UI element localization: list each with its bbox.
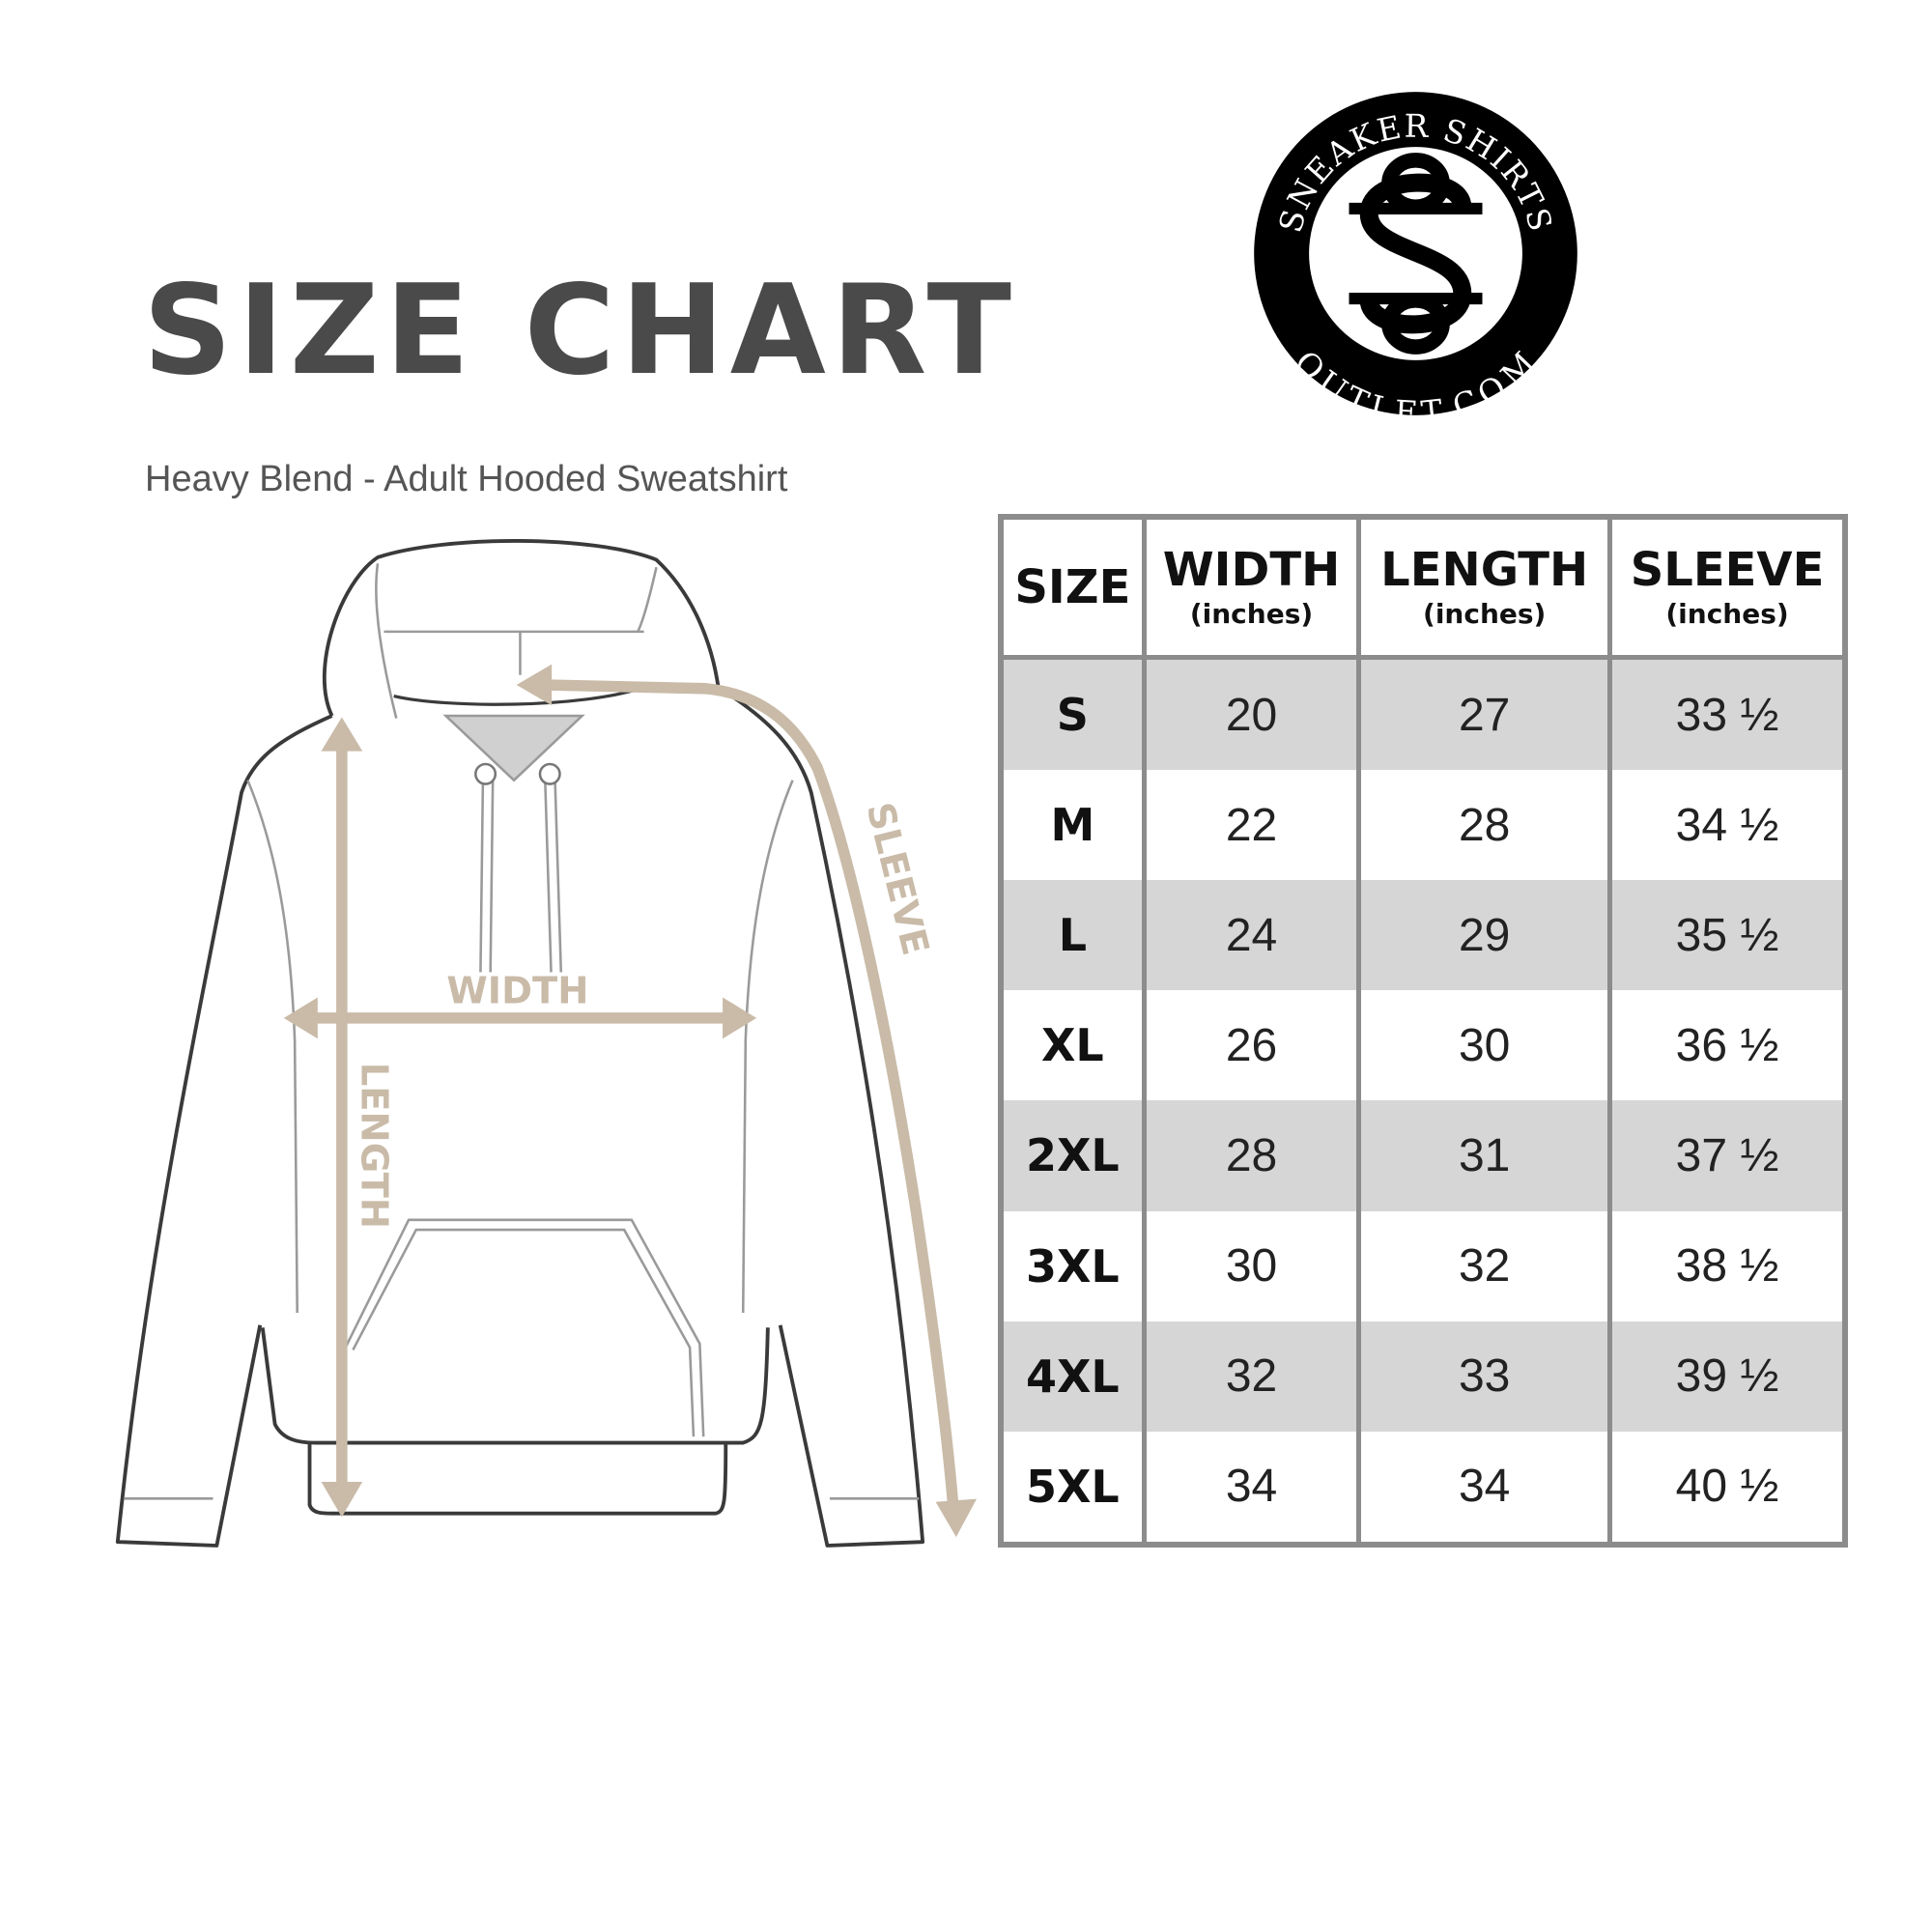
table-row: S 20 27 33 ½	[998, 657, 1848, 771]
header-width: WIDTH (inches)	[1141, 514, 1362, 660]
cell-length: 28	[1356, 770, 1613, 881]
cell-length: 32	[1356, 1210, 1613, 1321]
cell-sleeve: 35 ½	[1607, 880, 1848, 991]
cell-size: 3XL	[998, 1210, 1147, 1321]
table-row: L 24 29 35 ½	[998, 880, 1848, 991]
table-row: XL 26 30 36 ½	[998, 990, 1848, 1101]
header-length: LENGTH (inches)	[1356, 514, 1613, 660]
hoodie-outline	[115, 539, 925, 1548]
cell-sleeve: 39 ½	[1607, 1321, 1848, 1432]
width-label: WIDTH	[446, 969, 588, 1012]
cell-size: S	[998, 657, 1147, 771]
header-size: SIZE	[998, 514, 1147, 660]
table-row: 4XL 32 33 39 ½	[998, 1321, 1848, 1432]
cell-width: 24	[1141, 880, 1362, 991]
cell-length: 27	[1356, 657, 1613, 771]
table-row: 5XL 34 34 40 ½	[998, 1431, 1848, 1545]
cell-length: 29	[1356, 880, 1613, 991]
cell-size: 2XL	[998, 1100, 1147, 1211]
cell-sleeve: 40 ½	[1607, 1431, 1848, 1545]
cell-sleeve: 34 ½	[1607, 770, 1848, 881]
cell-length: 33	[1356, 1321, 1613, 1432]
header-sleeve: SLEEVE (inches)	[1607, 514, 1848, 660]
size-table: SIZE WIDTH (inches) LENGTH (inches) SLEEVE…	[998, 514, 1848, 1548]
hoodie-details	[124, 563, 920, 1500]
cell-sleeve: 36 ½	[1607, 990, 1848, 1101]
table-row: 2XL 28 31 37 ½	[998, 1100, 1848, 1211]
table-header-row: SIZE WIDTH (inches) LENGTH (inches) SLEEVE…	[998, 514, 1848, 660]
page-title: SIZE CHART	[143, 259, 1017, 403]
cell-length: 34	[1356, 1431, 1613, 1545]
table-row: 3XL 30 32 38 ½	[998, 1210, 1848, 1321]
brand-logo: SNEAKER SHIRTS OUTLET.COM	[1254, 92, 1577, 420]
monogram-icon	[1349, 153, 1483, 355]
cell-length: 31	[1356, 1100, 1613, 1211]
cell-width: 26	[1141, 990, 1362, 1101]
cell-size: L	[998, 880, 1147, 991]
product-subtitle: Heavy Blend - Adult Hooded Sweatshirt	[145, 459, 788, 499]
cell-size: 5XL	[998, 1431, 1147, 1545]
cell-width: 34	[1141, 1431, 1362, 1545]
cell-size: M	[998, 770, 1147, 881]
cell-width: 22	[1141, 770, 1362, 881]
cell-length: 30	[1356, 990, 1613, 1101]
length-label: LENGTH	[352, 1063, 395, 1229]
cell-sleeve: 38 ½	[1607, 1210, 1848, 1321]
cell-size: XL	[998, 990, 1147, 1101]
cell-width: 30	[1141, 1210, 1362, 1321]
cell-width: 32	[1141, 1321, 1362, 1432]
cell-sleeve: 33 ½	[1607, 657, 1848, 771]
sleeve-arrow	[539, 679, 959, 1517]
hood-inner	[442, 714, 585, 782]
cell-sleeve: 37 ½	[1607, 1100, 1848, 1211]
cell-size: 4XL	[998, 1321, 1147, 1432]
table-row: M 22 28 34 ½	[998, 770, 1848, 881]
measure-lines	[283, 664, 978, 1538]
cell-width: 28	[1141, 1100, 1362, 1211]
cell-width: 20	[1141, 657, 1362, 771]
